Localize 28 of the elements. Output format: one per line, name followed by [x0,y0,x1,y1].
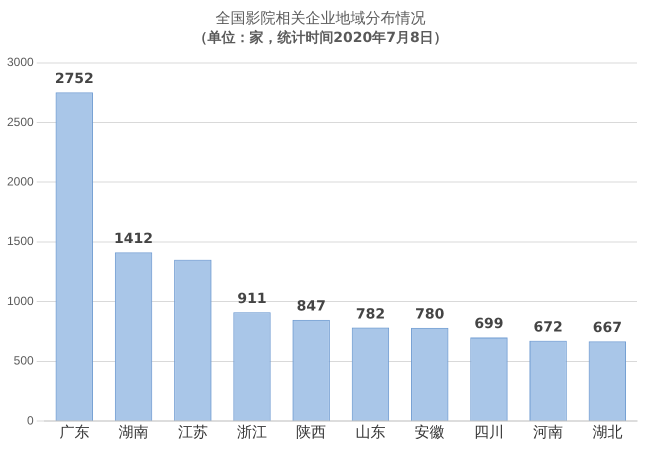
y-tick-label: 3000 [6,55,34,70]
x-tick-label: 四川 [474,424,504,442]
x-tick-label: 广东 [59,424,90,442]
y-tick-label: 2000 [6,174,34,189]
x-tick-label: 山东 [355,424,386,442]
data-label: 667 [592,320,622,336]
chart-subtitle: （单位：家，统计时间2020年7月8日） [193,29,448,46]
x-tick-label: 湖北 [592,424,622,442]
data-label: 847 [296,298,326,315]
x-tick-label: 湖南 [118,424,149,442]
x-tick-label: 江苏 [178,424,208,442]
x-tick-label: 陕西 [296,424,326,442]
data-label: 672 [534,319,563,336]
data-label: 911 [237,290,267,307]
x-tick-label: 浙江 [237,424,267,442]
y-tick-label: 1000 [6,294,34,308]
x-tick-label: 河南 [533,424,564,442]
data-label: 782 [356,306,386,322]
y-tick-label: 1500 [6,234,34,248]
data-label: 780 [415,306,445,323]
x-tick-label: 安徽 [414,424,445,442]
chart-title: 全国影院相关企业地域分布情况 [216,8,426,27]
y-tick-label: 0 [27,413,34,428]
y-tick-label: 500 [14,354,34,368]
data-label: 699 [474,316,504,332]
data-label: 2752 [54,71,94,88]
y-tick-label: 2500 [6,114,34,129]
data-label: 1412 [114,231,154,248]
